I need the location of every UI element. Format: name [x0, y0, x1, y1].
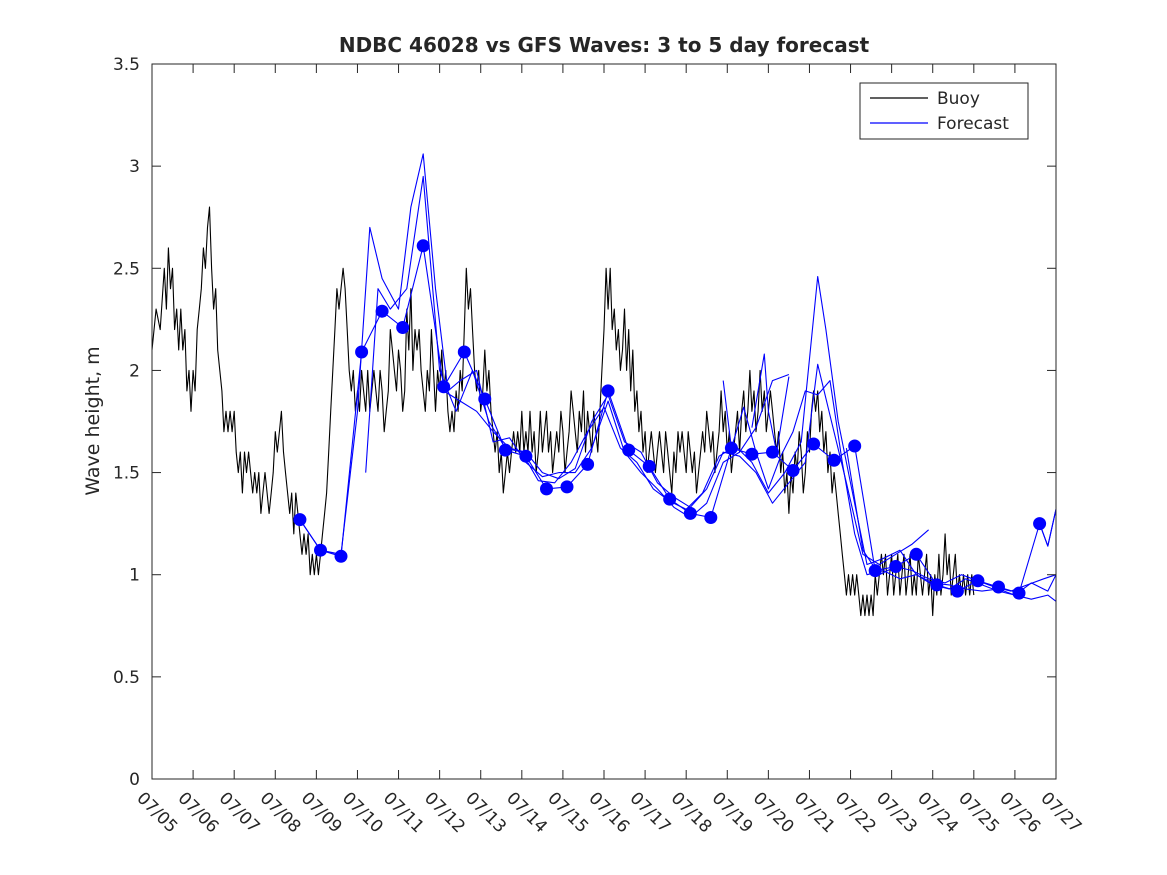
forecast-marker-5 [375, 304, 389, 318]
legend: Buoy Forecast [859, 82, 1029, 140]
y-tick-label: 1.5 [113, 464, 140, 484]
forecast-series-line-2 [299, 153, 790, 555]
forecast-marker-23 [745, 447, 759, 461]
forecast-marker-19 [663, 492, 677, 506]
forecast-marker-6 [396, 321, 410, 334]
y-tick-label: 0 [129, 770, 140, 790]
y-tick-label: 3 [129, 157, 140, 177]
forecast-marker-34 [971, 574, 985, 588]
plot-area: 00.511.522.533.507/0507/0607/0707/0807/0… [113, 55, 1085, 837]
forecast-marker-35 [992, 580, 1005, 594]
forecast-marker-20 [683, 506, 697, 520]
legend-label-forecast: Forecast [937, 114, 1009, 134]
forecast-marker-27 [827, 453, 841, 467]
forecast-series-line-8 [1039, 509, 1057, 547]
y-tick-label: 0.5 [113, 668, 140, 688]
forecast-marker-36 [1012, 586, 1026, 600]
chart-title: NDBC 46028 vs GFS Waves: 3 to 5 day fore… [339, 33, 870, 57]
forecast-marker-8 [437, 380, 451, 394]
forecast-marker-31 [909, 547, 923, 561]
forecast-series-line-5 [845, 448, 1057, 592]
forecast-marker-3 [334, 549, 348, 563]
forecast-marker-37 [1033, 517, 1047, 531]
legend-box [859, 82, 1029, 140]
y-tick-label: 1 [129, 566, 140, 586]
forecast-series-line-3 [365, 175, 1057, 596]
y-tick-label: 2 [129, 361, 140, 381]
forecast-marker-10 [478, 392, 492, 406]
forecast-marker-4 [355, 345, 369, 359]
y-axis-label: Wave height, m [82, 346, 104, 495]
forecast-marker-12 [519, 449, 533, 463]
forecast-marker-7 [416, 239, 430, 253]
forecast-marker-29 [868, 564, 882, 578]
forecast-marker-13 [540, 482, 553, 496]
forecast-marker-14 [560, 480, 574, 494]
forecast-marker-18 [642, 459, 656, 473]
forecast-marker-17 [622, 443, 636, 457]
legend-label-buoy: Buoy [937, 89, 980, 109]
forecast-marker-26 [807, 437, 821, 451]
forecast-marker-25 [786, 464, 800, 477]
forecast-marker-30 [889, 560, 903, 573]
forecast-marker-32 [930, 578, 944, 592]
forecast-marker-2 [314, 543, 327, 557]
y-tick-label: 2.5 [113, 259, 140, 279]
forecast-marker-28 [848, 439, 862, 453]
forecast-marker-16 [601, 384, 615, 398]
forecast-marker-21 [704, 511, 718, 524]
forecast-series-line-7 [751, 353, 790, 453]
axes-background [152, 64, 1056, 779]
forecast-marker-11 [498, 443, 512, 457]
forecast-marker-15 [581, 457, 595, 471]
forecast-marker-1 [293, 513, 307, 527]
buoy-series-line [151, 206, 975, 617]
y-tick-label: 3.5 [113, 55, 140, 75]
forecast-marker-33 [950, 584, 964, 598]
forecast-marker-9 [457, 345, 471, 359]
forecast-marker-24 [766, 445, 779, 459]
forecast-marker-22 [724, 441, 738, 455]
